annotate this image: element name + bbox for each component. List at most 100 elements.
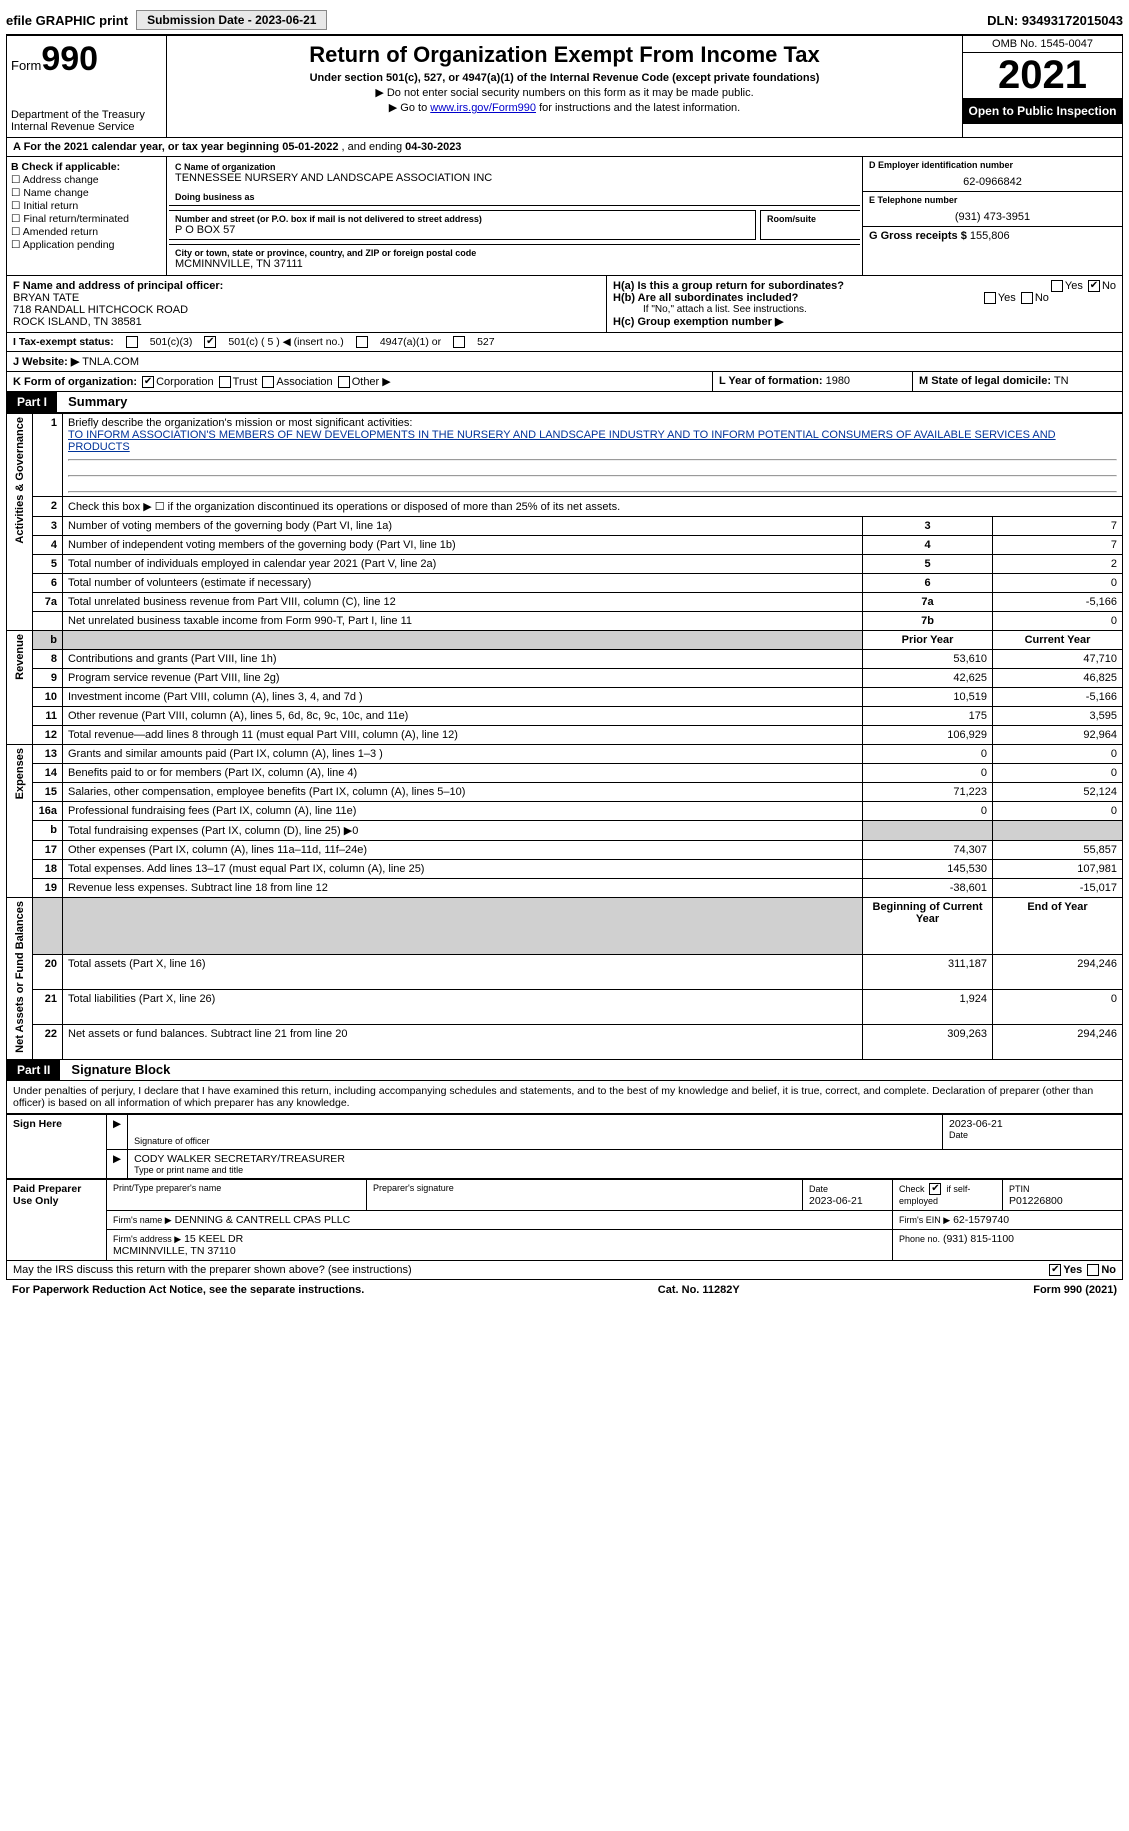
address-value: P O BOX 57 [175, 224, 749, 236]
col-b: B Check if applicable: ☐ Address change … [7, 157, 167, 275]
form-title: Return of Organization Exempt From Incom… [173, 42, 956, 68]
firm-name: DENNING & CANTRELL CPAS PLLC [175, 1214, 351, 1226]
paid-preparer-table: Paid Preparer Use Only Print/Type prepar… [6, 1179, 1123, 1261]
year-formation: 1980 [826, 375, 850, 387]
chk-other[interactable] [338, 376, 350, 388]
table-row: Net unrelated business taxable income fr… [7, 612, 1123, 631]
col-b-header: B Check if applicable: [11, 161, 120, 173]
room-box: Room/suite [760, 210, 860, 240]
chk-discuss-no[interactable] [1087, 1264, 1099, 1276]
chk-assoc[interactable] [262, 376, 274, 388]
org-name: TENNESSEE NURSERY AND LANDSCAPE ASSOCIAT… [175, 172, 854, 184]
chk-527[interactable] [453, 336, 465, 348]
part-ii-header: Part II Signature Block [6, 1060, 1123, 1081]
ptin-value: P01226800 [1009, 1195, 1063, 1207]
footer-final: For Paperwork Reduction Act Notice, see … [6, 1280, 1123, 1300]
irs-link[interactable]: www.irs.gov/Form990 [430, 102, 536, 114]
sig-date: 2023-06-21 [949, 1118, 1116, 1130]
form-number: Form990 [11, 40, 162, 79]
telephone-box: E Telephone number (931) 473-3951 [863, 192, 1122, 227]
row-i: I Tax-exempt status: 501(c)(3) 501(c) ( … [6, 333, 1123, 352]
side-expenses: Expenses [14, 748, 26, 799]
efile-label: efile GRAPHIC print [6, 13, 128, 28]
h-b: H(b) Are all subordinates included? Yes … [613, 292, 1116, 304]
firm-phone: (931) 815-1100 [943, 1233, 1014, 1245]
arrow-icon: ▶ [107, 1114, 128, 1149]
officer-addr2: ROCK ISLAND, TN 38581 [13, 316, 142, 328]
row-f-h: F Name and address of principal officer:… [6, 276, 1123, 333]
table-row: 9Program service revenue (Part VIII, lin… [7, 669, 1123, 688]
chk-self-employed[interactable] [929, 1183, 941, 1195]
city-value: MCMINNVILLE, TN 37111 [175, 258, 854, 270]
address-box: Number and street (or P.O. box if mail i… [169, 210, 756, 240]
table-row: 19Revenue less expenses. Subtract line 1… [7, 879, 1123, 898]
chk-amended-return[interactable]: ☐ Amended return [11, 226, 162, 238]
table-row: 10Investment income (Part VIII, column (… [7, 688, 1123, 707]
side-governance: Activities & Governance [14, 417, 26, 544]
table-row: 8Contributions and grants (Part VIII, li… [7, 650, 1123, 669]
table-row: bTotal fundraising expenses (Part IX, co… [7, 821, 1123, 841]
form-ref: Form 990 (2021) [1033, 1284, 1117, 1296]
ein-box: D Employer identification number 62-0966… [863, 157, 1122, 192]
paid-preparer-label: Paid Preparer Use Only [7, 1179, 107, 1260]
table-row: 15Salaries, other compensation, employee… [7, 783, 1123, 802]
tax-year: 2021 [963, 53, 1122, 98]
officer-label: F Name and address of principal officer: [13, 280, 223, 292]
chk-4947[interactable] [356, 336, 368, 348]
table-row: 7aTotal unrelated business revenue from … [7, 593, 1123, 612]
telephone-value: (931) 473-3951 [869, 211, 1116, 223]
mission-text: TO INFORM ASSOCIATION'S MEMBERS OF NEW D… [68, 429, 1056, 453]
hb-no[interactable] [1021, 292, 1033, 304]
topbar: efile GRAPHIC print Submission Date - 20… [6, 6, 1123, 35]
table-row: 17Other expenses (Part IX, column (A), l… [7, 841, 1123, 860]
table-row: 6Total number of volunteers (estimate if… [7, 574, 1123, 593]
submission-date-button[interactable]: Submission Date - 2023-06-21 [136, 10, 327, 30]
website-value: TNLA.COM [82, 356, 139, 368]
omb-number: OMB No. 1545-0047 [963, 36, 1122, 53]
gross-receipts-box: G Gross receipts $ 155,806 [863, 227, 1122, 245]
h-c: H(c) Group exemption number ▶ [613, 315, 1116, 328]
chk-501c[interactable] [204, 336, 216, 348]
mission-label: Briefly describe the organization's miss… [68, 417, 412, 429]
ein-value: 62-0966842 [869, 176, 1116, 188]
irs-discuss-row: May the IRS discuss this return with the… [6, 1261, 1123, 1280]
chk-application-pending[interactable]: ☐ Application pending [11, 239, 162, 251]
part-i-header: Part I Summary [6, 392, 1123, 413]
sign-here-table: Sign Here ▶ Signature of officer 2023-06… [6, 1114, 1123, 1179]
chk-name-change[interactable]: ☐ Name change [11, 187, 162, 199]
subtitle-1: Under section 501(c), 527, or 4947(a)(1)… [173, 72, 956, 84]
chk-trust[interactable] [219, 376, 231, 388]
city-box: City or town, state or province, country… [169, 244, 860, 273]
chk-final-return[interactable]: ☐ Final return/terminated [11, 213, 162, 225]
dept-label: Department of the Treasury Internal Reve… [11, 109, 162, 133]
chk-discuss-yes[interactable] [1049, 1264, 1061, 1276]
dln-label: DLN: 93493172015043 [987, 13, 1123, 28]
subtitle-2: ▶ Do not enter social security numbers o… [173, 86, 956, 99]
h-a: H(a) Is this a group return for subordin… [613, 280, 1116, 292]
subtitle-3: ▶ Go to www.irs.gov/Form990 for instruct… [173, 101, 956, 114]
ha-yes[interactable] [1051, 280, 1063, 292]
hb-note: If "No," attach a list. See instructions… [613, 304, 1116, 315]
officer-name: BRYAN TATE [13, 292, 79, 304]
officer-name-title: CODY WALKER SECRETARY/TREASURER [134, 1153, 1116, 1165]
line-2: Check this box ▶ ☐ if the organization d… [63, 497, 1123, 517]
table-row: 16aProfessional fundraising fees (Part I… [7, 802, 1123, 821]
chk-501c3[interactable] [126, 336, 138, 348]
row-k-l-m: K Form of organization: Corporation Trus… [6, 372, 1123, 392]
arrow-icon: ▶ [107, 1149, 128, 1178]
prep-date: 2023-06-21 [809, 1195, 863, 1207]
chk-address-change[interactable]: ☐ Address change [11, 174, 162, 186]
sig-officer-label: Signature of officer [134, 1136, 936, 1146]
hb-yes[interactable] [984, 292, 996, 304]
table-row: 20Total assets (Part X, line 16)311,1872… [7, 955, 1123, 990]
side-revenue: Revenue [14, 634, 26, 680]
sign-here-label: Sign Here [7, 1114, 107, 1178]
chk-corp[interactable] [142, 376, 154, 388]
table-row: 22Net assets or fund balances. Subtract … [7, 1024, 1123, 1059]
table-row: 18Total expenses. Add lines 13–17 (must … [7, 860, 1123, 879]
chk-initial-return[interactable]: ☐ Initial return [11, 200, 162, 212]
summary-table: Activities & Governance 1 Briefly descri… [6, 413, 1123, 1060]
signature-declaration: Under penalties of perjury, I declare th… [6, 1081, 1123, 1114]
ha-no[interactable] [1088, 280, 1100, 292]
paperwork-notice: For Paperwork Reduction Act Notice, see … [12, 1284, 364, 1296]
